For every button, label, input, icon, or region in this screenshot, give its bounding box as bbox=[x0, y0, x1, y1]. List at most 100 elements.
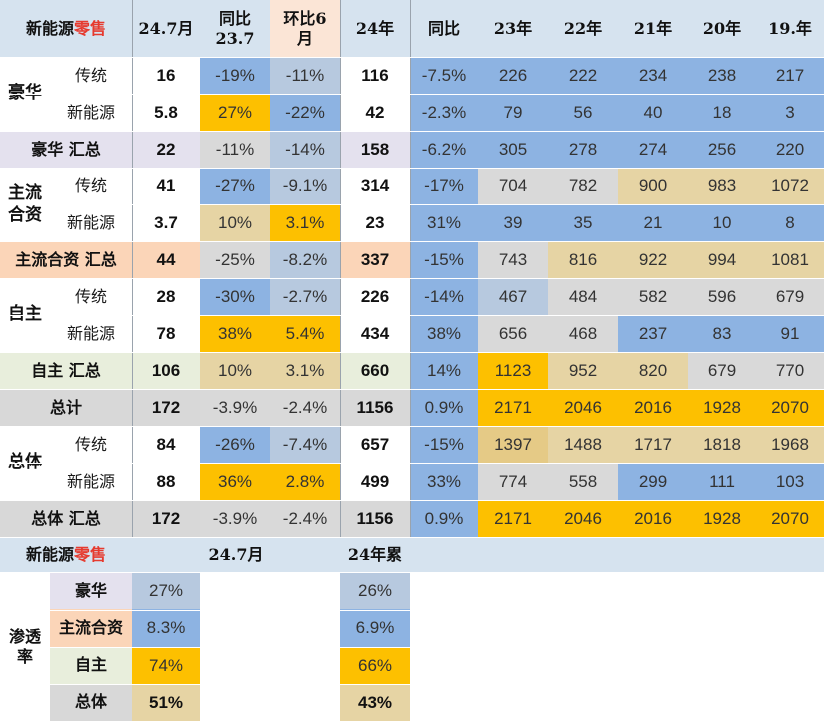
table-cell: 234 bbox=[618, 57, 688, 94]
penetration-title-prefix: 新能源 bbox=[25, 544, 74, 564]
table-cell: 111 bbox=[688, 463, 756, 500]
table-cell: 116 bbox=[340, 57, 410, 94]
table-cell: 434 bbox=[340, 315, 410, 352]
penetration-title: 新能源 零售 bbox=[0, 537, 132, 572]
table-cell: 299 bbox=[618, 463, 688, 500]
table-cell: 35 bbox=[548, 204, 618, 241]
penetration-ytd-value: 26% bbox=[340, 572, 410, 610]
table-cell: 2171 bbox=[478, 500, 548, 537]
table-cell: 3.1% bbox=[270, 204, 340, 241]
table-cell: 39 bbox=[478, 204, 548, 241]
table-cell: 106 bbox=[132, 352, 200, 389]
penetration-ytd-value: 6.9% bbox=[340, 609, 410, 647]
table-cell: 337 bbox=[340, 241, 410, 278]
row-divider bbox=[0, 572, 824, 573]
subrow-label-6: 传统 bbox=[50, 278, 132, 315]
table-cell: -11% bbox=[270, 57, 340, 94]
row-divider bbox=[0, 500, 824, 501]
table-cell: 2.8% bbox=[270, 463, 340, 500]
table-cell: -26% bbox=[200, 426, 270, 463]
table-cell: 238 bbox=[688, 57, 756, 94]
table-cell: 44 bbox=[132, 241, 200, 278]
table-cell: 91 bbox=[756, 315, 824, 352]
table-cell: 31% bbox=[410, 204, 478, 241]
table-cell: 314 bbox=[340, 168, 410, 204]
table-cell: 679 bbox=[688, 352, 756, 389]
row-label-9: 总计 bbox=[0, 389, 132, 426]
table-cell: 84 bbox=[132, 426, 200, 463]
table-cell: 18 bbox=[688, 94, 756, 131]
table-cell: -8.2% bbox=[270, 241, 340, 278]
table-cell: -6.2% bbox=[410, 131, 478, 168]
subrow-label-1: 新能源 bbox=[50, 94, 132, 131]
table-cell: 3.7 bbox=[132, 204, 200, 241]
table-cell: 994 bbox=[688, 241, 756, 278]
table-cell: 3.1% bbox=[270, 352, 340, 389]
table-cell: 2070 bbox=[756, 389, 824, 426]
subrow-label-10: 传统 bbox=[50, 426, 132, 463]
row-divider bbox=[0, 204, 824, 205]
table-cell: 36% bbox=[200, 463, 270, 500]
col-2020-header: 20年 bbox=[688, 0, 756, 57]
table-cell: 27% bbox=[200, 94, 270, 131]
table-cell: 582 bbox=[618, 278, 688, 315]
row-label-12: 总体 汇总 bbox=[0, 500, 132, 537]
table-cell: 660 bbox=[340, 352, 410, 389]
table-cell: 226 bbox=[478, 57, 548, 94]
col-yoy-jul23-header: 同比 23.7 bbox=[200, 0, 270, 57]
subrow-label-4: 新能源 bbox=[50, 204, 132, 241]
table-cell: 1072 bbox=[756, 168, 824, 204]
table-cell: 0.9% bbox=[410, 389, 478, 426]
table-cell: 256 bbox=[688, 131, 756, 168]
table-cell: 10% bbox=[200, 204, 270, 241]
table-cell: 679 bbox=[756, 278, 824, 315]
table-cell: -14% bbox=[270, 131, 340, 168]
table-cell: 3 bbox=[756, 94, 824, 131]
table-cell: 16 bbox=[132, 57, 200, 94]
table-cell: 222 bbox=[548, 57, 618, 94]
table-cell: 499 bbox=[340, 463, 410, 500]
table-cell: 305 bbox=[478, 131, 548, 168]
table-cell: 226 bbox=[340, 278, 410, 315]
penetration-month-value: 51% bbox=[132, 683, 200, 721]
table-cell: 172 bbox=[132, 500, 200, 537]
table-cell: 79 bbox=[478, 94, 548, 131]
table-cell: -30% bbox=[200, 278, 270, 315]
table-cell: 83 bbox=[688, 315, 756, 352]
table-cell: -15% bbox=[410, 241, 478, 278]
penetration-month-header: 24.7月 bbox=[132, 537, 340, 572]
penetration-title-suffix: 零售 bbox=[74, 544, 107, 564]
table-cell: 656 bbox=[478, 315, 548, 352]
table-cell: 1717 bbox=[618, 426, 688, 463]
table-cell: -19% bbox=[200, 57, 270, 94]
column-divider bbox=[340, 0, 341, 537]
table-cell: 10 bbox=[688, 204, 756, 241]
row-divider bbox=[0, 315, 824, 316]
col-mom-jun-header: 环比6 月 bbox=[270, 0, 340, 57]
table-cell: 38% bbox=[410, 315, 478, 352]
table-cell: 952 bbox=[548, 352, 618, 389]
table-cell: 38% bbox=[200, 315, 270, 352]
penetration-label: 渗透 率 bbox=[0, 572, 50, 721]
table-title: 新能源 零售 bbox=[0, 0, 132, 57]
table-cell: 14% bbox=[410, 352, 478, 389]
penetration-row-name: 自主 bbox=[50, 646, 132, 684]
table-cell: 820 bbox=[618, 352, 688, 389]
table-cell: 88 bbox=[132, 463, 200, 500]
table-cell: -2.7% bbox=[270, 278, 340, 315]
table-cell: -27% bbox=[200, 168, 270, 204]
table-cell: 217 bbox=[756, 57, 824, 94]
row-divider bbox=[0, 352, 824, 353]
penetration-month-value: 8.3% bbox=[132, 609, 200, 647]
subrow-label-0: 传统 bbox=[50, 57, 132, 94]
table-cell: 56 bbox=[548, 94, 618, 131]
table-cell: -17% bbox=[410, 168, 478, 204]
table-cell: -9.1% bbox=[270, 168, 340, 204]
row-label-8: 自主 汇总 bbox=[0, 352, 132, 389]
penetration-header-fill bbox=[410, 537, 824, 572]
col-2022-header: 22年 bbox=[548, 0, 618, 57]
table-cell: -2.4% bbox=[270, 500, 340, 537]
title-suffix: 零售 bbox=[74, 18, 107, 38]
table-cell: 2070 bbox=[756, 500, 824, 537]
row-divider bbox=[0, 278, 824, 279]
